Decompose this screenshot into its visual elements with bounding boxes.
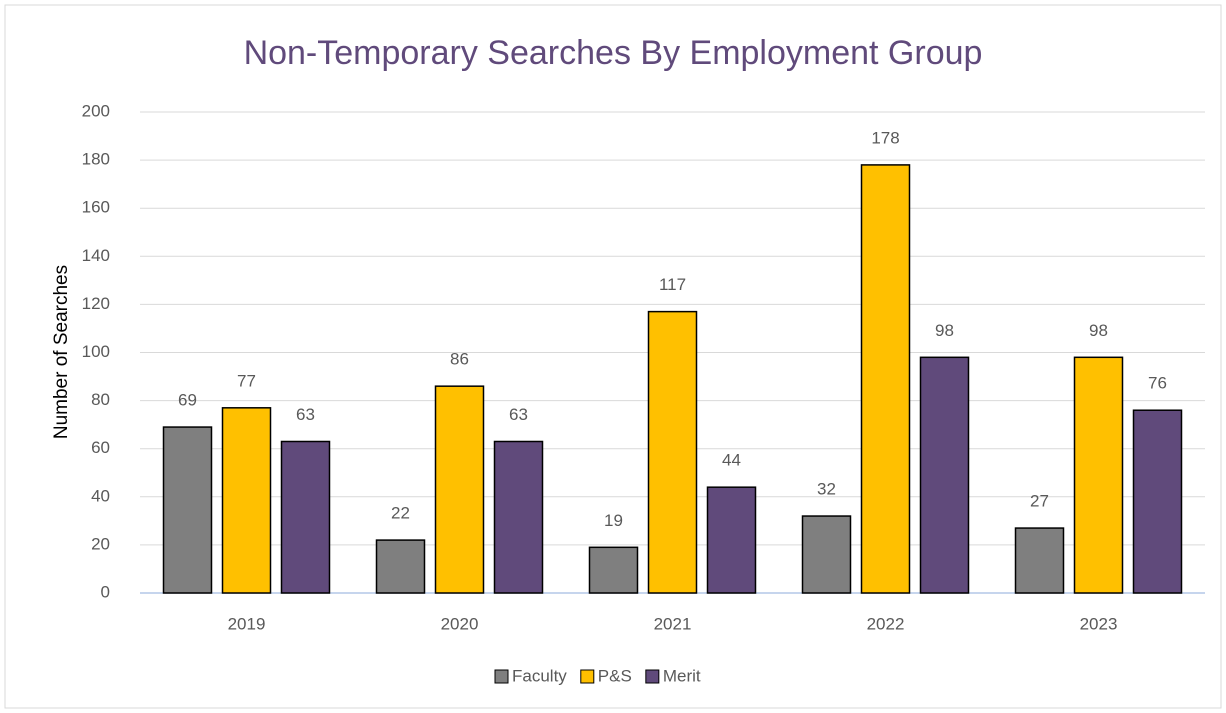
data-label: 178 [871,128,899,147]
bar [588,546,639,594]
bar [1132,409,1183,594]
chart-title: Non-Temporary Searches By Employment Gro… [244,34,983,72]
legend-label: P&S [598,666,632,685]
bar [1073,356,1124,594]
y-tick-label: 100 [82,342,110,361]
data-label: 19 [604,511,623,530]
legend-swatch [494,669,509,684]
legend-swatch [645,669,660,684]
data-label: 98 [1089,321,1108,340]
legend-label: Merit [663,666,701,685]
bar [434,385,485,594]
y-tick-label: 120 [82,294,110,313]
data-label: 63 [509,405,528,424]
bar [860,164,911,594]
data-label: 32 [817,480,836,499]
data-label: 77 [237,371,256,390]
bar [1014,527,1065,594]
bar [647,310,698,594]
x-tick-label: 2021 [654,614,692,633]
bar [375,539,426,594]
bar [280,440,331,594]
data-label: 22 [391,504,410,523]
y-tick-label: 0 [101,582,110,601]
bar [706,486,757,594]
y-tick-label: 40 [91,486,110,505]
legend-swatch [580,669,595,684]
data-label: 27 [1030,492,1049,511]
bar [162,426,213,594]
data-label: 98 [935,321,954,340]
y-tick-label: 160 [82,198,110,217]
y-tick-label: 140 [82,246,110,265]
bar [221,407,272,594]
y-tick-label: 60 [91,438,110,457]
x-tick-label: 2023 [1080,614,1118,633]
data-label: 76 [1148,374,1167,393]
x-tick-label: 2022 [867,614,905,633]
data-label: 69 [178,391,197,410]
y-tick-label: 80 [91,390,110,409]
chart-frame [4,4,1222,709]
bar [801,515,852,594]
x-tick-label: 2020 [441,614,479,633]
bar [919,356,970,594]
y-axis-label: Number of Searches [51,265,72,439]
data-label: 117 [659,275,686,294]
y-tick-label: 200 [82,101,110,120]
data-label: 63 [296,405,315,424]
bar [493,440,544,594]
y-tick-label: 20 [91,534,110,553]
data-label: 86 [450,350,469,369]
legend-label: Faculty [512,666,567,685]
data-label: 44 [722,451,741,470]
y-tick-label: 180 [82,150,110,169]
x-tick-label: 2019 [228,614,266,633]
